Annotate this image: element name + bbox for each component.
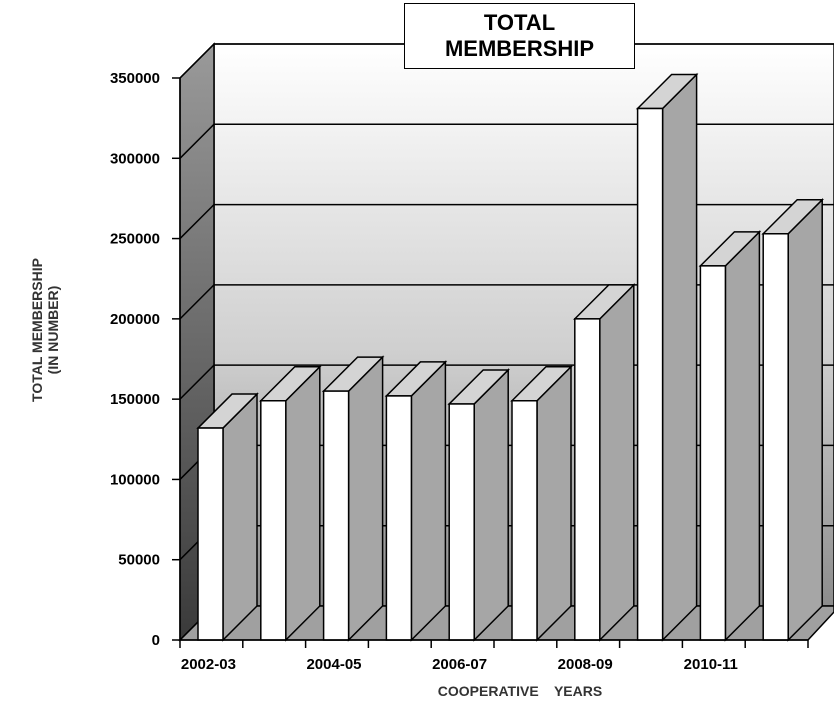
chart-title: TOTAL MEMBERSHIP <box>404 3 635 69</box>
bar-front <box>322 390 350 641</box>
y-tick-label: 250000 <box>110 231 160 248</box>
bar-front <box>197 427 224 641</box>
bar-side <box>347 355 384 642</box>
bar-side <box>536 364 572 642</box>
gridline <box>179 203 834 240</box>
bar-2003-04 <box>258 364 322 642</box>
bar-2005-06 <box>384 360 448 642</box>
bar-front <box>385 395 413 641</box>
bar-side <box>724 230 761 642</box>
y-tick-label: 350000 <box>110 70 160 87</box>
bar-front <box>448 403 475 641</box>
y-tick-label: 50000 <box>118 552 160 569</box>
y-tick-label: 0 <box>152 632 160 649</box>
x-tick-label: 2008-09 <box>558 656 613 673</box>
bar-2002-03 <box>196 392 259 642</box>
bar-2007-08 <box>510 364 573 642</box>
y-axis-title-line-2: (IN NUMBER) <box>45 286 61 375</box>
bar-2006-07 <box>447 368 511 642</box>
bar-side <box>787 197 823 642</box>
gridline <box>179 123 834 159</box>
bar-front <box>511 399 538 641</box>
x-tick-label: 2004-05 <box>306 656 361 673</box>
y-axis-title-line-1: TOTAL MEMBERSHIP <box>29 258 45 402</box>
x-axis-title: COOPERATIVE YEARS <box>438 683 602 699</box>
y-tick-label: 100000 <box>110 471 160 488</box>
bar-side <box>599 283 635 642</box>
y-tick-label: 150000 <box>110 391 160 408</box>
x-tick-label: 2002-03 <box>181 656 236 673</box>
bar-2010-11 <box>698 230 762 642</box>
bar-side <box>285 364 321 642</box>
y-tick-label: 300000 <box>110 150 160 167</box>
bar-side <box>661 72 698 642</box>
bar-side <box>473 368 509 642</box>
x-tick-label: 2010-11 <box>684 656 738 673</box>
bar-front <box>762 233 789 641</box>
bar-front <box>260 399 287 641</box>
bar-2008-09 <box>572 283 636 642</box>
bar-2011-12 <box>761 197 825 642</box>
x-tick-label: 2006-07 <box>432 656 487 673</box>
bar-2009-10 <box>635 72 699 642</box>
bar-front <box>636 107 664 641</box>
bar-front <box>699 265 727 641</box>
bar-side <box>410 360 447 642</box>
y-tick-label: 200000 <box>110 311 160 328</box>
bar-side <box>222 392 258 642</box>
bar-2004-05 <box>321 355 385 642</box>
bar-front <box>574 318 601 641</box>
